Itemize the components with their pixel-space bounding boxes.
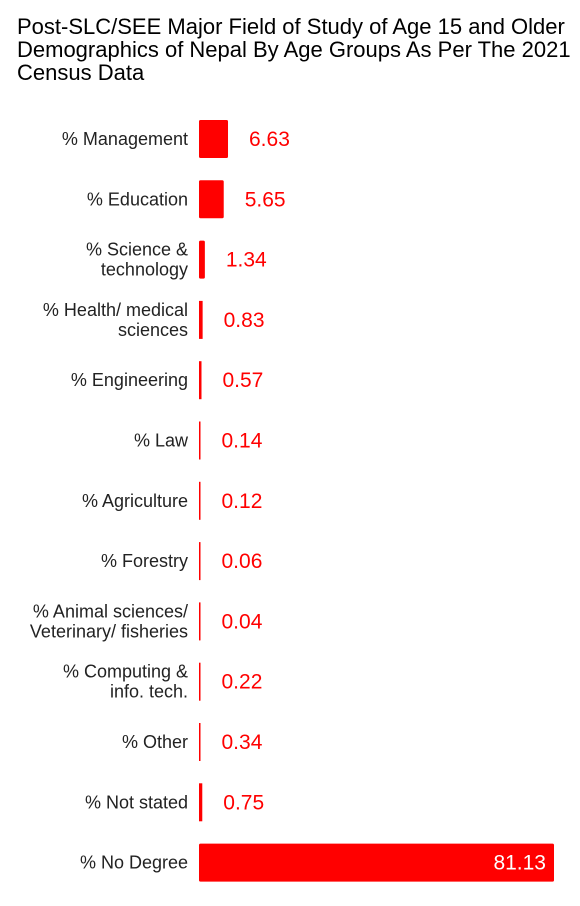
value-label-law: 0.14 (222, 430, 263, 453)
category-label-health-medical-sciences: % Health/ medical sciences (43, 300, 188, 340)
bar-management (199, 120, 229, 158)
category-label-computing-info-tech: % Computing & info. tech. (63, 662, 188, 702)
category-label-law: % Law (134, 431, 189, 451)
bar-education (199, 180, 224, 219)
bar-not-stated (199, 783, 203, 822)
category-label-animal-sciences-veterinary-fisheries: % Animal sciences/Veterinary/ fisheries (30, 601, 188, 641)
value-label-forestry: 0.06 (222, 550, 263, 573)
category-label-other: % Other (122, 732, 188, 752)
value-label-health-medical-sciences: 0.83 (224, 309, 265, 332)
category-label-forestry: % Forestry (101, 551, 188, 571)
bar-engineering (199, 361, 202, 400)
category-label-not-stated: % Not stated (85, 792, 188, 812)
value-label-engineering: 0.57 (222, 369, 263, 392)
chart-title: Post-SLC/SEE Major Field of Study of Age… (17, 14, 571, 85)
bar-animal-sciences-veterinary-fisheries (199, 602, 201, 641)
category-label-education: % Education (87, 189, 188, 209)
category-label-management: % Management (62, 129, 188, 149)
category-label-engineering: % Engineering (71, 370, 188, 390)
value-label-other: 0.34 (222, 731, 263, 754)
value-label-management: 6.63 (249, 128, 290, 151)
bar-agriculture (199, 481, 201, 520)
value-label-science-technology: 1.34 (226, 249, 267, 272)
value-label-agriculture: 0.12 (222, 490, 263, 513)
bar-law (199, 421, 201, 460)
bar-computing-info-tech (199, 662, 201, 701)
bar-no-degree (199, 843, 554, 882)
category-label-science-technology: % Science & technology (86, 240, 188, 280)
value-label-animal-sciences-veterinary-fisheries: 0.04 (222, 610, 263, 633)
value-label-education: 5.65 (245, 188, 286, 211)
value-label-no-degree: 81.13 (493, 852, 546, 875)
bar-forestry (199, 542, 201, 581)
bar-science-technology (199, 240, 205, 279)
bar-other (199, 723, 201, 761)
value-label-not-stated: 0.75 (223, 791, 264, 814)
value-label-computing-info-tech: 0.22 (222, 671, 263, 694)
category-label-no-degree: % No Degree (80, 853, 188, 873)
bar-health-medical-sciences (199, 300, 203, 339)
category-label-agriculture: % Agriculture (82, 491, 188, 511)
